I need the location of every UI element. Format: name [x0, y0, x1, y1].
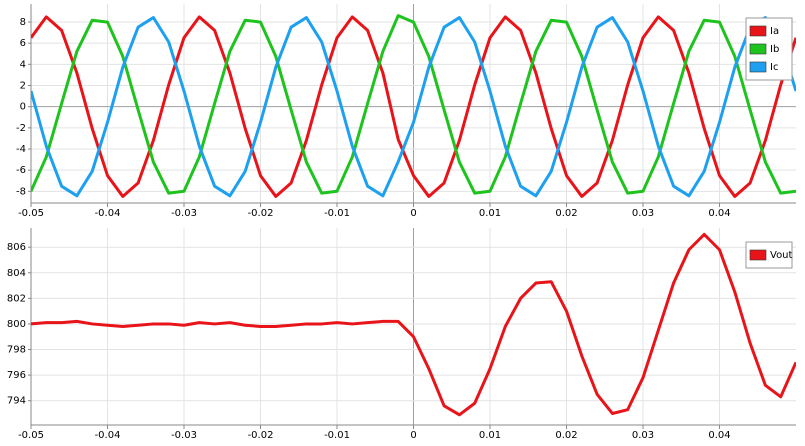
legend-swatch: [749, 249, 767, 261]
x-tick-label: -0.01: [324, 208, 350, 219]
series-line: [31, 15, 796, 198]
x-tick-label: 0.02: [555, 430, 577, 441]
legend: Vout: [745, 241, 793, 269]
x-tick-label: 0.04: [708, 208, 730, 219]
x-tick-label: -0.04: [95, 208, 121, 219]
x-tick-label: -0.03: [171, 430, 197, 441]
y-tick-label: 804: [7, 268, 26, 279]
y-tick-label: 802: [7, 293, 26, 304]
y-tick-label: 2: [20, 81, 26, 92]
plot: -0.05 -0.04 -0.03 -0.02 -0.01 0 0.01 0.02 0.03 0.…: [16, 4, 796, 219]
y-tick-label: 794: [7, 396, 26, 407]
legend-label: Vout: [770, 250, 793, 261]
series-line: [31, 232, 796, 417]
y-tick-label: -2: [16, 123, 26, 134]
x-tick-label: -0.01: [324, 430, 350, 441]
y-tick-label: -6: [16, 165, 26, 176]
y-tick-label: 798: [7, 345, 26, 356]
x-tick-label: -0.02: [248, 208, 274, 219]
legend-swatch: [749, 61, 767, 73]
y-tick-label: -8: [16, 186, 26, 197]
x-tick-label: -0.05: [18, 430, 44, 441]
series-line: [31, 14, 796, 195]
y-tick-label: 800: [7, 319, 26, 330]
x-tick-label: -0.03: [171, 208, 197, 219]
x-tick-label: 0.04: [708, 430, 730, 441]
y-tick-label: 8: [20, 17, 26, 28]
legend-label: Ic: [770, 62, 778, 73]
series-group: [31, 232, 796, 417]
x-tick-label: 0.03: [632, 430, 654, 441]
series-line: [31, 16, 796, 198]
y-tick-label: 4: [20, 59, 26, 70]
x-tick-label: -0.02: [248, 430, 274, 441]
y-tick-label: 796: [7, 370, 26, 381]
x-tick-label: -0.04: [95, 430, 121, 441]
x-tick-label: 0.01: [479, 208, 501, 219]
legend: Ia Ib Ic: [745, 17, 793, 81]
x-tick-label: 0.02: [555, 208, 577, 219]
legend-swatch: [749, 25, 767, 37]
y-tick-label: 0: [20, 102, 26, 113]
legend-label: Ia: [770, 26, 779, 37]
legend-label: Ib: [770, 44, 779, 55]
plot: -0.05 -0.04 -0.03 -0.02 -0.01 0 0.01 0.02 0.03 0.…: [7, 228, 796, 441]
y-tick-label: 6: [20, 38, 26, 49]
x-tick-label: 0: [410, 208, 416, 219]
x-tick-label: 0.03: [632, 208, 654, 219]
y-tick-label: 806: [7, 242, 26, 253]
x-tick-label: 0: [410, 430, 416, 441]
series-group: [31, 14, 796, 198]
x-tick-label: -0.05: [18, 208, 44, 219]
legend-swatch: [749, 43, 767, 55]
y-tick-label: -4: [16, 144, 26, 155]
x-tick-label: 0.01: [479, 430, 501, 441]
